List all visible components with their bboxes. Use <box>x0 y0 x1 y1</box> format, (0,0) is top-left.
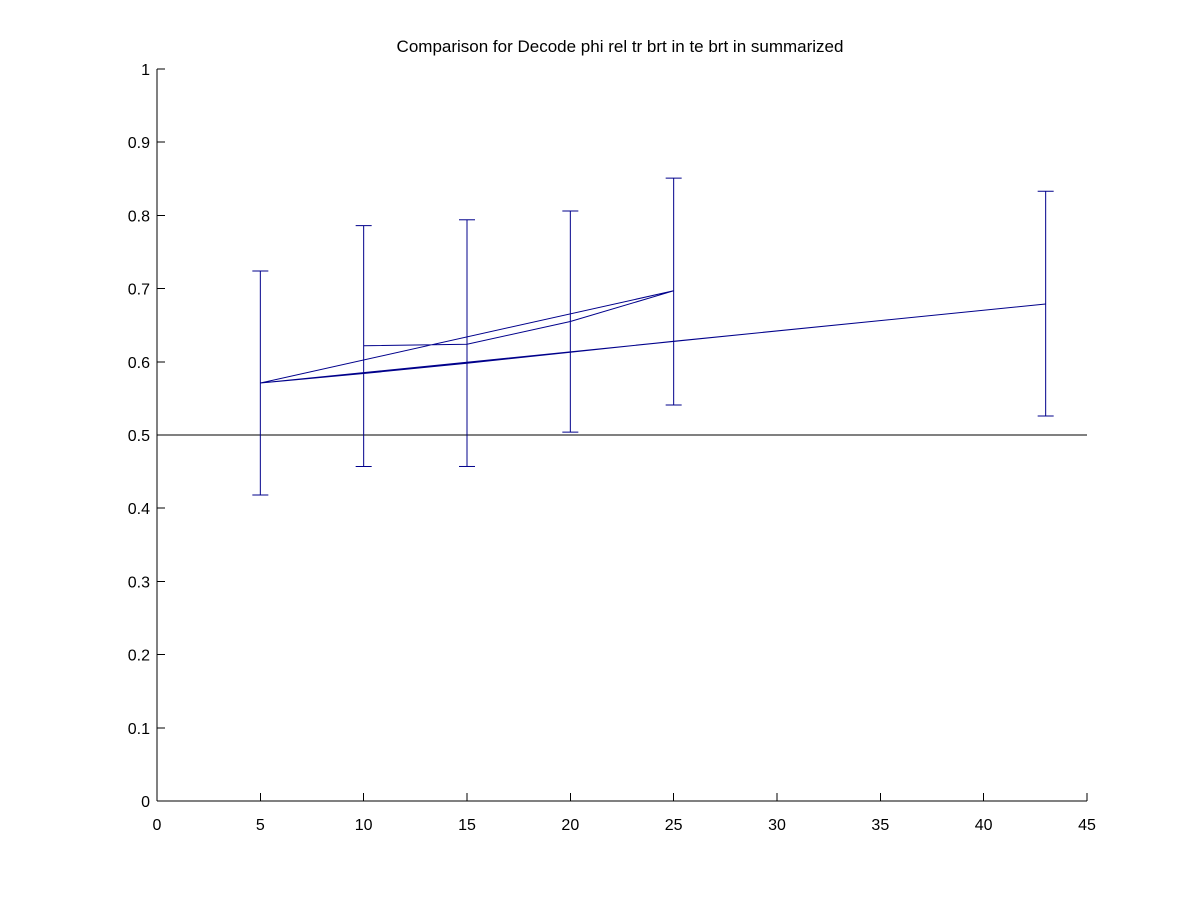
y-tick-label: 0.6 <box>128 355 150 372</box>
y-tick-label: 0.4 <box>128 501 150 518</box>
series-line-layer <box>260 290 1046 384</box>
y-tick-label: 0 <box>141 794 150 811</box>
series-line <box>260 290 1046 384</box>
y-tick-label: 0.8 <box>128 208 150 225</box>
y-tick-label: 0.5 <box>128 428 150 445</box>
y-tick-label: 0.9 <box>128 135 150 152</box>
chart-title: Comparison for Decode phi rel tr brt in … <box>397 37 844 56</box>
x-tick-label: 45 <box>1078 817 1096 834</box>
y-tick-label: 1 <box>141 62 150 79</box>
axes-layer: 0 5 10 15 20 25 30 35 40 45 0 0.1 0.2 0.3 0.4 0.5 0.6 0.7… <box>128 62 1096 834</box>
x-tick-label: 20 <box>561 817 579 834</box>
x-tick-label: 35 <box>871 817 889 834</box>
y-tick-label: 0.2 <box>128 648 150 665</box>
error-bars-layer <box>252 177 1054 496</box>
y-tick-label: 0.1 <box>128 721 150 738</box>
x-tick-label: 25 <box>665 817 683 834</box>
y-tick-label: 0.7 <box>128 282 150 299</box>
y-tick-label: 0.3 <box>128 574 150 591</box>
x-tick-label: 40 <box>975 817 993 834</box>
x-tick-label: 30 <box>768 817 786 834</box>
x-tick-label: 5 <box>256 817 265 834</box>
x-tick-label: 15 <box>458 817 476 834</box>
x-tick-label: 0 <box>153 817 162 834</box>
x-tick-label: 10 <box>355 817 373 834</box>
